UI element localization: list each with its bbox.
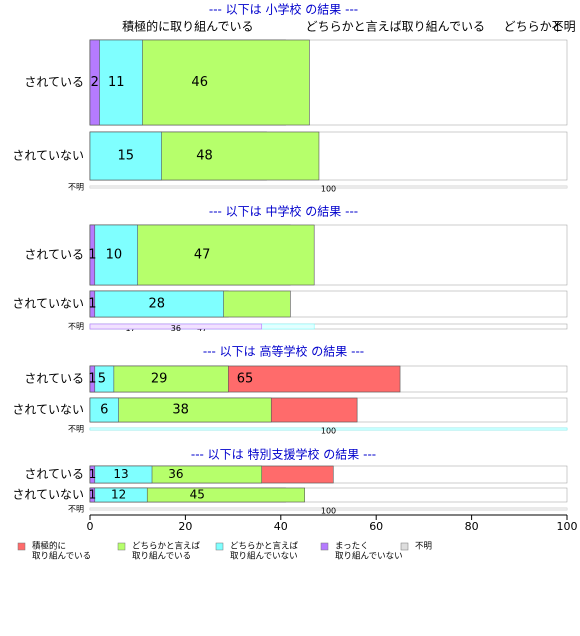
legend-label-unknown: 不明: [415, 542, 432, 552]
row-label: 不明: [68, 183, 84, 192]
data-label-somewhat_not: 13: [113, 467, 128, 481]
x-tick-label: 40: [274, 520, 288, 533]
row-label: 不明: [68, 425, 84, 434]
row-label: されていない: [12, 297, 84, 311]
row-label: されている: [24, 467, 84, 481]
header-label-unknown: 不明: [552, 20, 576, 34]
legend-label-somewhat_not: 取り組んでいない: [230, 551, 298, 562]
legend-swatch-unknown: [400, 542, 409, 551]
bar-segment-somewhat_not: [89, 427, 568, 431]
row-label: 不明: [68, 505, 84, 514]
bar-segment-somewhat_active: [89, 397, 272, 423]
bar-segment-not_at_all: [89, 465, 96, 484]
data-label-not_at_all: 1: [88, 297, 96, 312]
data-label-somewhat_not: 6: [100, 403, 108, 418]
bar-segment-not_at_all: [89, 323, 263, 330]
row-label: されていない: [12, 149, 84, 163]
x-tick-label: 80: [465, 520, 479, 533]
row-label: されていない: [12, 403, 84, 417]
legend-label-not_at_all: まったく: [335, 542, 369, 552]
legend-label-somewhat_active: どちらかと言えば: [132, 541, 201, 552]
bar-segment-not_at_all: [89, 290, 96, 318]
x-tick-label: 0: [87, 520, 94, 533]
panel-title: --- 以下は 小学校 の結果 ---: [209, 2, 358, 17]
bar-segment-unknown: [89, 507, 568, 511]
panel-title: --- 以下は 中学校 の結果 ---: [209, 204, 358, 219]
data-label-somewhat_not: 100: [321, 427, 336, 436]
data-label-somewhat_not: 11: [108, 75, 125, 90]
legend-label-somewhat_active: 取り組んでいる: [132, 551, 191, 562]
data-label-somewhat_active: 29: [151, 372, 168, 387]
row-label: されている: [24, 248, 84, 262]
data-label-somewhat_active: 46: [191, 75, 208, 90]
data-label-somewhat_active: 47: [194, 248, 211, 263]
legend-swatch-somewhat_not: [215, 542, 224, 551]
data-label-not_at_all: 1: [89, 488, 97, 502]
legend-swatch-active: [17, 542, 26, 551]
row-label: 不明: [68, 322, 84, 331]
x-tick-label: 60: [369, 520, 383, 533]
legend-label-active: 積極的に: [32, 541, 66, 552]
panel-title: --- 以下は 高等学校 の結果 ---: [203, 344, 364, 359]
data-label-not_at_all: 2: [91, 75, 99, 90]
legend-label-active: 取り組んでいる: [32, 551, 91, 562]
legend-swatch-not_at_all: [320, 542, 329, 551]
data-label-not_at_all: 36: [171, 324, 181, 333]
data-label-somewhat_not: 28: [149, 297, 166, 312]
panel-title: --- 以下は 特別支援学校 の結果 ---: [191, 447, 376, 462]
legend-label-somewhat_not: どちらかと言えば: [230, 541, 299, 552]
bar-segment-somewhat_not: [89, 397, 119, 423]
data-label-not_at_all: 1: [89, 467, 97, 481]
data-label-somewhat_not: 15: [118, 149, 135, 164]
data-label-somewhat_active: 45: [190, 488, 205, 502]
bar-segment-not_at_all: [89, 365, 96, 393]
x-tick-label: 20: [178, 520, 192, 533]
row-label: されている: [24, 75, 84, 89]
x-tick-label: 100: [557, 520, 578, 533]
legend-label-not_at_all: 取り組んでいない: [335, 551, 403, 562]
legend-swatch-somewhat_active: [117, 542, 126, 551]
bar-segment-somewhat_not: [89, 131, 162, 181]
data-label-somewhat_active: 48: [196, 149, 213, 164]
bar-segment-unknown: [89, 185, 568, 189]
data-label-unknown: 100: [321, 185, 336, 194]
header-label-somewhat-active: どちらかと言えば取り組んでいる: [306, 20, 485, 34]
bar-segment-not_at_all: [89, 224, 96, 286]
data-label-somewhat_not: 10: [106, 248, 123, 263]
row-label: されていない: [12, 488, 84, 502]
header-label-somewhat-not: どちらかと: [504, 20, 564, 34]
data-label-somewhat_active: 38: [172, 403, 189, 418]
data-label-somewhat_active: 36: [168, 467, 183, 481]
data-label-active: 65: [237, 372, 254, 387]
data-label-not_at_all: 1: [88, 248, 96, 263]
bar-segment-not_at_all: [89, 39, 100, 126]
data-label-somewhat_not: 5: [98, 372, 106, 387]
row-label: されている: [24, 372, 84, 386]
data-label-unknown: 100: [321, 507, 336, 516]
data-label-not_at_all: 1: [88, 372, 96, 387]
bar-segment-somewhat_not: [89, 224, 139, 286]
header-label-active: 積極的に取り組んでいる: [122, 19, 253, 34]
data-label-somewhat_not: 12: [111, 488, 126, 502]
bar-segment-not_at_all: [89, 487, 96, 503]
